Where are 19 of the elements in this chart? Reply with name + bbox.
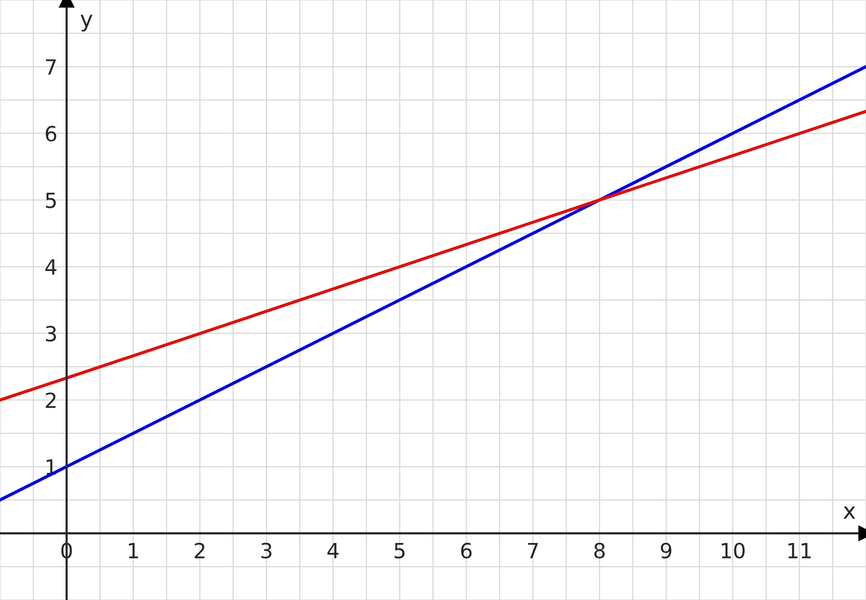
y-tick-label: 4: [45, 259, 56, 275]
x-tick-label: 9: [660, 542, 672, 558]
y-axis-title: y: [80, 14, 92, 32]
x-axis-title: x: [843, 506, 856, 519]
x-tick-label: 1: [128, 543, 138, 558]
x-tick-label: 10: [722, 542, 745, 558]
x-tick-label: 11: [788, 543, 811, 558]
x-tick-label: 2: [194, 542, 204, 558]
y-tick-label: 5: [46, 192, 56, 208]
x-tick-label: 8: [594, 542, 605, 558]
x-tick-label: 7: [528, 543, 538, 558]
x-tick-label: 4: [327, 543, 339, 558]
y-tick-label: 7: [46, 59, 56, 75]
y-tick-label: 3: [46, 326, 56, 342]
x-tick-label: 3: [261, 542, 272, 558]
y-tick-label: 6: [46, 126, 56, 142]
x-tick-label: 5: [394, 543, 404, 558]
y-tick-label: 2: [46, 392, 56, 408]
x-tick-label: 6: [461, 542, 472, 558]
